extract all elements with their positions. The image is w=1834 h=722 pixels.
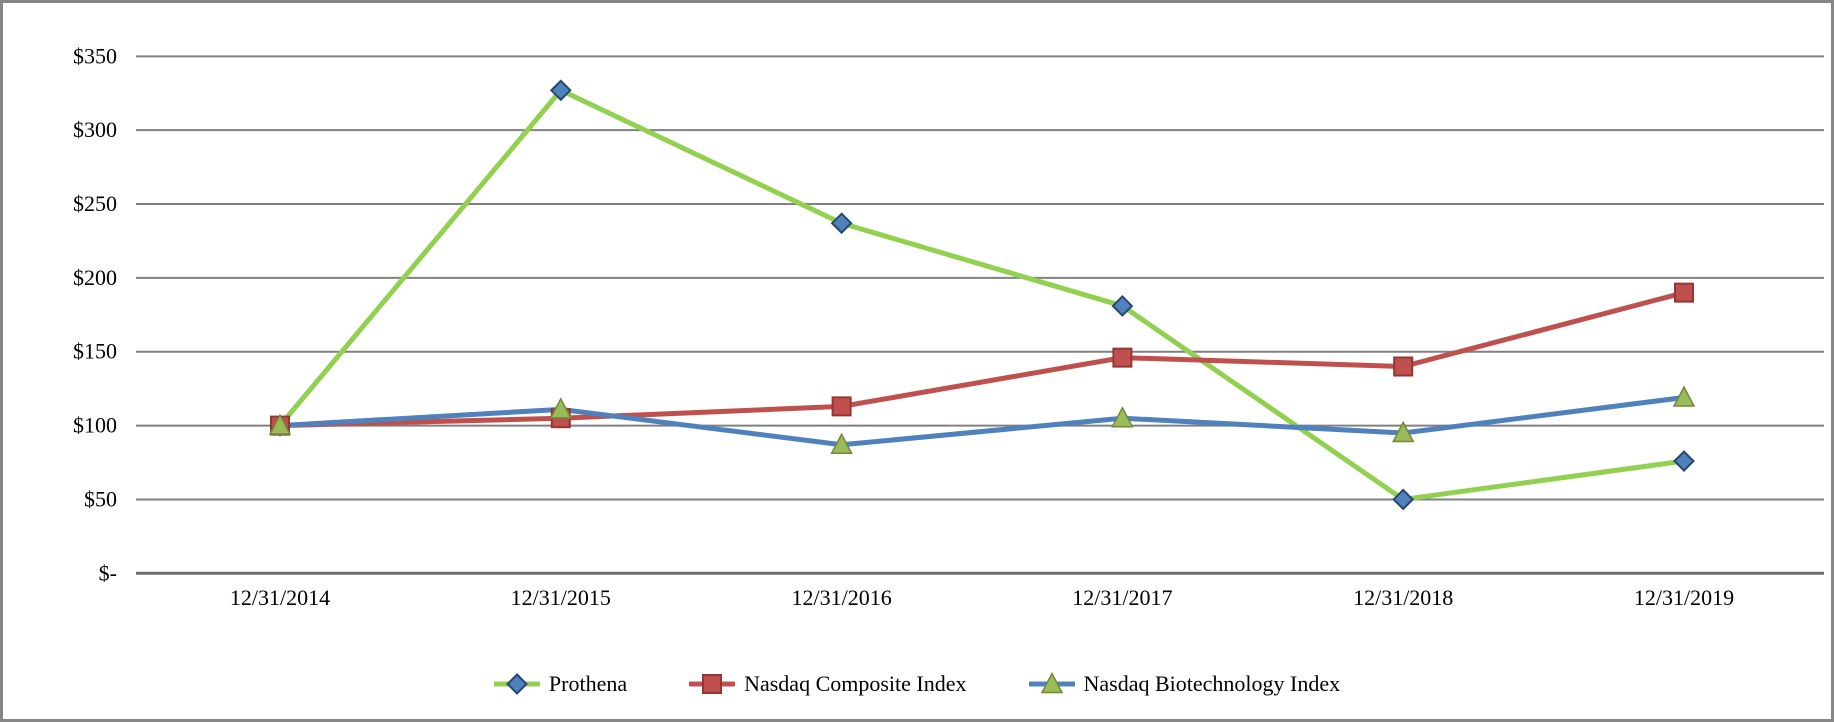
data-point-marker xyxy=(549,397,573,419)
series-line xyxy=(277,395,1687,448)
legend-label: Prothena xyxy=(548,671,628,696)
y-axis-label: $100 xyxy=(73,413,117,438)
legend-label: Nasdaq Biotechnology Index xyxy=(1083,671,1341,696)
data-point-marker xyxy=(505,673,528,695)
chart-legend: Prothena Nasdaq Composite Index Nasdaq Bio… xyxy=(3,671,1831,697)
x-axis-label: 12/31/2018 xyxy=(1353,585,1453,610)
series-line xyxy=(277,290,1687,429)
x-axis-label: 12/31/2014 xyxy=(230,585,330,610)
data-point-marker xyxy=(1111,295,1134,317)
data-point-marker xyxy=(830,432,853,455)
legend-label: Nasdaq Composite Index xyxy=(744,671,967,696)
x-axis-label: 12/31/2015 xyxy=(511,585,611,610)
data-point-marker xyxy=(549,79,572,102)
data-point-marker xyxy=(1040,672,1063,694)
series-line xyxy=(277,87,1687,502)
y-axis-label: $250 xyxy=(73,191,117,216)
data-point-marker xyxy=(830,212,853,235)
data-point-marker xyxy=(1673,450,1695,472)
y-axis-label: $50 xyxy=(84,486,117,511)
data-point-marker xyxy=(1674,282,1694,303)
data-point-marker xyxy=(1392,488,1415,511)
y-axis-label: $350 xyxy=(73,43,117,68)
legend-item: Nasdaq Biotechnology Index xyxy=(1028,671,1341,697)
diamond-legend-marker-icon xyxy=(493,673,540,695)
performance-line-chart: $- $50 $100 $150 $200 $250 $300 $350 12/31/2014 1… xyxy=(73,43,1824,610)
x-axis-label: 12/31/2019 xyxy=(1634,585,1734,610)
data-point-marker xyxy=(1672,385,1696,407)
legend-item: Nasdaq Composite Index xyxy=(689,671,967,697)
square-legend-marker-icon xyxy=(689,674,736,694)
data-point-marker xyxy=(1391,420,1415,443)
y-axis-label: $150 xyxy=(73,339,117,364)
triangle-legend-marker-icon xyxy=(1028,672,1075,694)
data-point-marker xyxy=(831,396,852,417)
data-point-marker xyxy=(1111,406,1134,428)
y-axis-label: $- xyxy=(99,560,117,585)
y-axis-label: $300 xyxy=(73,117,117,142)
y-axis-label: $200 xyxy=(73,265,117,290)
legend-item: Prothena xyxy=(493,671,628,697)
data-point-marker xyxy=(268,413,292,435)
data-point-marker xyxy=(1393,356,1414,377)
x-axis-label: 12/31/2016 xyxy=(791,585,891,610)
data-point-marker xyxy=(1112,347,1133,368)
x-axis-label: 12/31/2017 xyxy=(1072,585,1172,610)
data-point-marker xyxy=(702,674,723,694)
